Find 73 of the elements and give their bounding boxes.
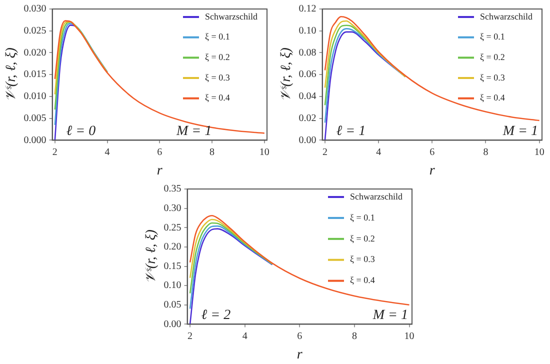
legend-label: ξ = 0.2: [350, 233, 375, 244]
legend-label: ξ = 0.2: [480, 52, 505, 62]
x-tick-label: 10: [259, 146, 270, 158]
x-tick-label: 8: [210, 146, 215, 158]
y-tick-label: 0.25: [164, 222, 182, 234]
line-series: [189, 228, 273, 324]
line-series: [189, 225, 273, 310]
y-tick-label: 0.35: [164, 184, 182, 195]
x-tick-label: 8: [483, 146, 488, 158]
legend-label: Schwarzschild: [350, 191, 403, 202]
x-tick-label: 8: [352, 330, 357, 342]
y-tick-label: 0.010: [24, 91, 46, 102]
x-tick-label: 6: [157, 146, 162, 158]
line-series: [189, 222, 273, 294]
x-tick-label: 6: [297, 330, 302, 342]
y-tick-label: 0.10: [164, 280, 182, 292]
y-tick-label: 0.020: [24, 47, 46, 58]
x-tick-label: 10: [404, 330, 414, 342]
annotation: ℓ = 1: [336, 124, 366, 139]
legend-label: ξ = 0.3: [480, 72, 506, 82]
y-axis-title: 𝒱ˢ(r, ℓ, ξ): [144, 229, 160, 284]
legend-label: ξ = 0.4: [480, 92, 506, 103]
y-axis-title: 𝒱ˢ(r, ℓ, ξ): [4, 47, 20, 102]
x-axis-title: r: [429, 163, 436, 178]
x-tick-label: 2: [322, 146, 328, 158]
x-axis-title: r: [156, 163, 163, 178]
y-tick-label: 0.02: [298, 112, 316, 124]
line-series: [54, 21, 108, 95]
x-tick-label: 4: [376, 146, 382, 158]
y-tick-label: 0.15: [164, 260, 182, 272]
legend-label: ξ = 0.1: [205, 32, 230, 42]
x-tick-label: 2: [188, 330, 193, 342]
y-tick-label: 0.06: [298, 69, 316, 80]
line-series: [324, 20, 406, 88]
x-axis-title: r: [296, 347, 303, 362]
y-tick-label: 0.00: [164, 318, 182, 330]
legend-label: ξ = 0.1: [480, 32, 505, 42]
line-series: [189, 218, 273, 278]
annotation: M = 1: [175, 124, 212, 139]
legend-label: ξ = 0.3: [350, 254, 376, 264]
y-tick-label: 0.030: [24, 4, 46, 15]
legend-label: Schwarzschild: [205, 11, 258, 22]
annotation: M = 1: [502, 124, 538, 139]
x-tick-label: 4: [104, 146, 110, 158]
line-series: [189, 215, 410, 306]
y-tick-label: 0.000: [24, 134, 46, 146]
legend-label: ξ = 0.3: [205, 72, 230, 82]
legend-label: ξ = 0.4: [205, 92, 230, 103]
x-tick-label: 2: [52, 146, 58, 158]
y-axis-title: 𝒱ˢ(r, ℓ, ξ): [279, 47, 294, 102]
x-tick-label: 6: [430, 146, 435, 158]
line-series: [324, 28, 406, 124]
y-tick-label: 0.00: [298, 134, 316, 146]
y-tick-label: 0.20: [164, 242, 182, 253]
annotation: ℓ = 2: [201, 308, 231, 323]
line-series: [54, 20, 266, 134]
legend-label: ξ = 0.4: [350, 275, 376, 286]
y-tick-label: 0.08: [298, 47, 316, 58]
legend-label: Schwarzschild: [480, 11, 533, 22]
y-tick-label: 0.30: [164, 202, 182, 214]
y-tick-label: 0.05: [164, 300, 182, 311]
annotation: ℓ = 0: [66, 124, 96, 139]
y-tick-label: 0.04: [298, 91, 316, 102]
x-tick-label: 4: [242, 330, 248, 342]
y-tick-label: 0.015: [24, 69, 46, 80]
x-tick-label: 10: [534, 146, 544, 158]
legend-label: ξ = 0.1: [350, 212, 375, 222]
annotation: M = 1: [372, 308, 408, 323]
legend-label: ξ = 0.2: [205, 52, 230, 62]
y-tick-label: 0.10: [298, 25, 316, 36]
y-tick-label: 0.025: [24, 25, 46, 36]
y-tick-label: 0.12: [298, 4, 316, 15]
y-tick-label: 0.005: [24, 112, 46, 124]
